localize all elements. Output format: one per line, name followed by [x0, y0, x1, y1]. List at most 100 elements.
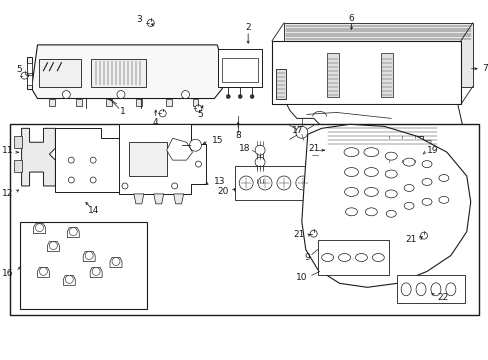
- Text: 7: 7: [482, 64, 488, 73]
- Polygon shape: [63, 275, 75, 285]
- Bar: [91, 59, 145, 87]
- Polygon shape: [134, 194, 143, 204]
- Circle shape: [238, 95, 242, 99]
- Ellipse shape: [365, 208, 377, 216]
- Ellipse shape: [344, 167, 358, 176]
- Circle shape: [295, 176, 309, 190]
- Text: 15: 15: [212, 136, 224, 145]
- Circle shape: [409, 144, 419, 154]
- Circle shape: [90, 157, 96, 163]
- Circle shape: [68, 157, 74, 163]
- Polygon shape: [34, 224, 45, 234]
- Polygon shape: [67, 228, 79, 238]
- Polygon shape: [38, 267, 49, 277]
- Circle shape: [317, 151, 325, 159]
- Ellipse shape: [321, 253, 333, 261]
- Ellipse shape: [364, 167, 378, 176]
- Text: 20: 20: [217, 188, 228, 197]
- Text: 4: 4: [153, 118, 158, 127]
- Text: 3: 3: [136, 14, 142, 23]
- Polygon shape: [166, 138, 192, 160]
- Polygon shape: [192, 99, 198, 107]
- Text: 21: 21: [293, 230, 304, 239]
- Ellipse shape: [421, 198, 431, 205]
- Circle shape: [171, 183, 177, 189]
- Polygon shape: [222, 59, 229, 85]
- Circle shape: [92, 267, 100, 275]
- Text: 9: 9: [304, 253, 309, 262]
- Text: 12: 12: [2, 189, 14, 198]
- Circle shape: [276, 176, 290, 190]
- Text: 11: 11: [2, 146, 14, 155]
- Circle shape: [255, 145, 264, 155]
- Bar: [26, 75, 32, 85]
- Text: 8: 8: [235, 131, 241, 140]
- Circle shape: [396, 144, 407, 154]
- Polygon shape: [173, 194, 183, 204]
- Circle shape: [122, 183, 128, 189]
- Polygon shape: [90, 267, 102, 277]
- Text: 22: 22: [436, 293, 447, 302]
- Circle shape: [62, 91, 70, 99]
- Circle shape: [112, 257, 120, 265]
- Circle shape: [69, 228, 77, 236]
- Ellipse shape: [445, 283, 455, 296]
- Ellipse shape: [345, 208, 357, 216]
- Polygon shape: [136, 99, 142, 107]
- Circle shape: [159, 110, 166, 117]
- Bar: [235, 166, 322, 200]
- Bar: [396, 275, 464, 303]
- Polygon shape: [21, 128, 55, 186]
- Polygon shape: [49, 99, 55, 107]
- Text: 2: 2: [245, 23, 250, 32]
- Circle shape: [258, 176, 271, 190]
- Circle shape: [90, 177, 96, 183]
- Ellipse shape: [421, 161, 431, 167]
- Polygon shape: [83, 252, 95, 261]
- Polygon shape: [106, 99, 112, 107]
- Polygon shape: [110, 257, 122, 267]
- Polygon shape: [422, 140, 430, 146]
- Text: 21: 21: [308, 144, 319, 153]
- Bar: [40, 59, 81, 87]
- Bar: [326, 53, 338, 96]
- Text: 19: 19: [426, 146, 438, 155]
- Text: 10: 10: [296, 273, 307, 282]
- Text: 1: 1: [120, 107, 125, 116]
- Circle shape: [295, 126, 307, 138]
- Ellipse shape: [430, 283, 440, 296]
- Bar: [10, 124, 478, 315]
- Polygon shape: [286, 104, 462, 126]
- Bar: [275, 69, 285, 99]
- Ellipse shape: [344, 148, 358, 157]
- Ellipse shape: [355, 253, 366, 261]
- Bar: [129, 142, 166, 176]
- Text: 5: 5: [197, 110, 203, 119]
- Bar: [222, 58, 258, 82]
- Circle shape: [147, 19, 154, 27]
- Circle shape: [323, 146, 331, 154]
- Polygon shape: [119, 124, 206, 194]
- Text: 13: 13: [214, 177, 225, 186]
- Polygon shape: [76, 99, 82, 107]
- Bar: [26, 63, 32, 73]
- Ellipse shape: [385, 170, 396, 178]
- Bar: [20, 222, 146, 309]
- Circle shape: [117, 91, 125, 99]
- Ellipse shape: [438, 175, 448, 181]
- Polygon shape: [26, 57, 32, 89]
- Ellipse shape: [338, 253, 350, 261]
- Ellipse shape: [386, 210, 395, 217]
- Ellipse shape: [402, 158, 414, 166]
- Circle shape: [85, 252, 93, 260]
- Polygon shape: [422, 152, 430, 158]
- Ellipse shape: [371, 253, 384, 261]
- Circle shape: [384, 144, 393, 154]
- Circle shape: [195, 161, 201, 167]
- Bar: [14, 160, 21, 172]
- Ellipse shape: [404, 184, 413, 192]
- Ellipse shape: [400, 283, 410, 296]
- Text: 16: 16: [2, 269, 14, 278]
- Ellipse shape: [385, 152, 396, 160]
- Ellipse shape: [421, 179, 431, 185]
